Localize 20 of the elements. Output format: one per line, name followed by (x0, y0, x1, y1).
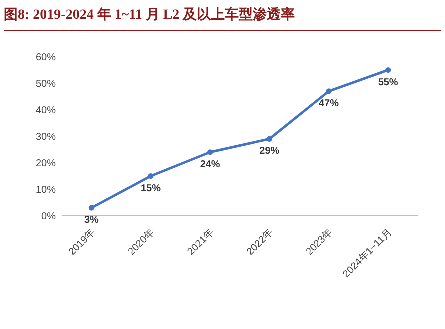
y-tick-label: 10% (36, 185, 56, 196)
y-tick-label: 0% (42, 212, 56, 222)
point (148, 173, 154, 180)
data-label: 15% (140, 183, 162, 194)
point (208, 150, 214, 156)
y-tick-label: 50% (36, 79, 56, 90)
y-tick-label: 60% (36, 52, 56, 64)
data-label: 55% (378, 77, 398, 88)
chart-title: 图8: 2019-2024 年 1~11 月 L2 及以上车型渗透率 (4, 6, 441, 31)
y-tick-label: 40% (36, 106, 56, 116)
y-tick-label: 20% (36, 158, 56, 170)
y-tick-label: 30% (36, 132, 56, 143)
point (326, 88, 332, 94)
point (266, 136, 272, 142)
data-label: 3% (84, 215, 99, 226)
data-label: 24% (200, 159, 220, 170)
data-label: 47% (318, 98, 340, 110)
data-label: 29% (260, 146, 280, 158)
point (88, 205, 94, 211)
point (386, 67, 392, 74)
